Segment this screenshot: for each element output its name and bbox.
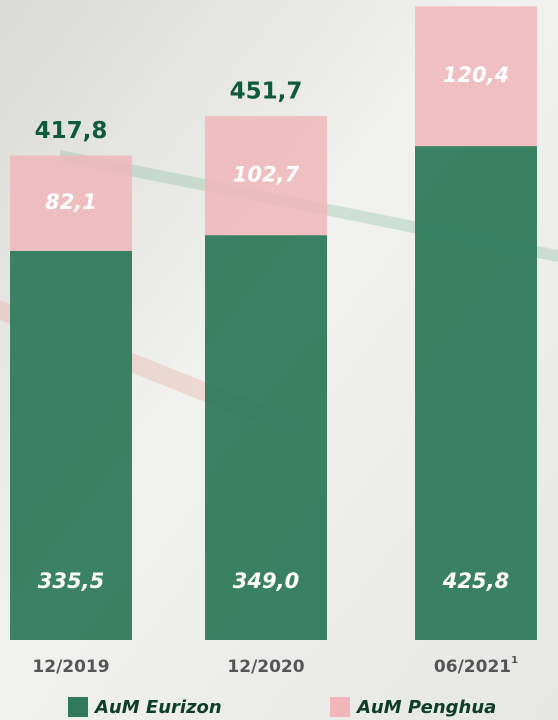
legend-label: AuM Penghua <box>355 697 496 718</box>
bar-segment <box>415 146 537 640</box>
legend-label: AuM Eurizon <box>93 697 222 718</box>
x-tick-label: 12/2019 <box>32 657 109 677</box>
bar-segment <box>205 116 327 236</box>
data-label: 425,8 <box>442 569 509 593</box>
footnote-mark: 1 <box>511 655 518 666</box>
legend-swatch <box>68 697 88 717</box>
bar-segment <box>10 250 132 640</box>
category: 12/2020 <box>227 657 304 677</box>
bar-segment <box>205 235 327 640</box>
total-label: 417,8 <box>35 118 108 144</box>
data-label: 349,0 <box>233 569 299 593</box>
category: 12/2019 <box>32 657 109 677</box>
data-label: 82,1 <box>45 190 97 214</box>
bar-segment <box>415 6 537 147</box>
data-label: 120,4 <box>443 63 509 87</box>
category: 06/2021 <box>434 657 511 677</box>
bar-segment <box>10 155 132 251</box>
x-tick-label: 06/20211 <box>434 655 518 677</box>
data-label: 335,5 <box>38 569 104 593</box>
data-label: 102,7 <box>233 163 300 187</box>
x-tick-label: 12/2020 <box>227 657 304 677</box>
total-label: 451,7 <box>230 79 303 105</box>
legend-swatch <box>330 697 350 717</box>
